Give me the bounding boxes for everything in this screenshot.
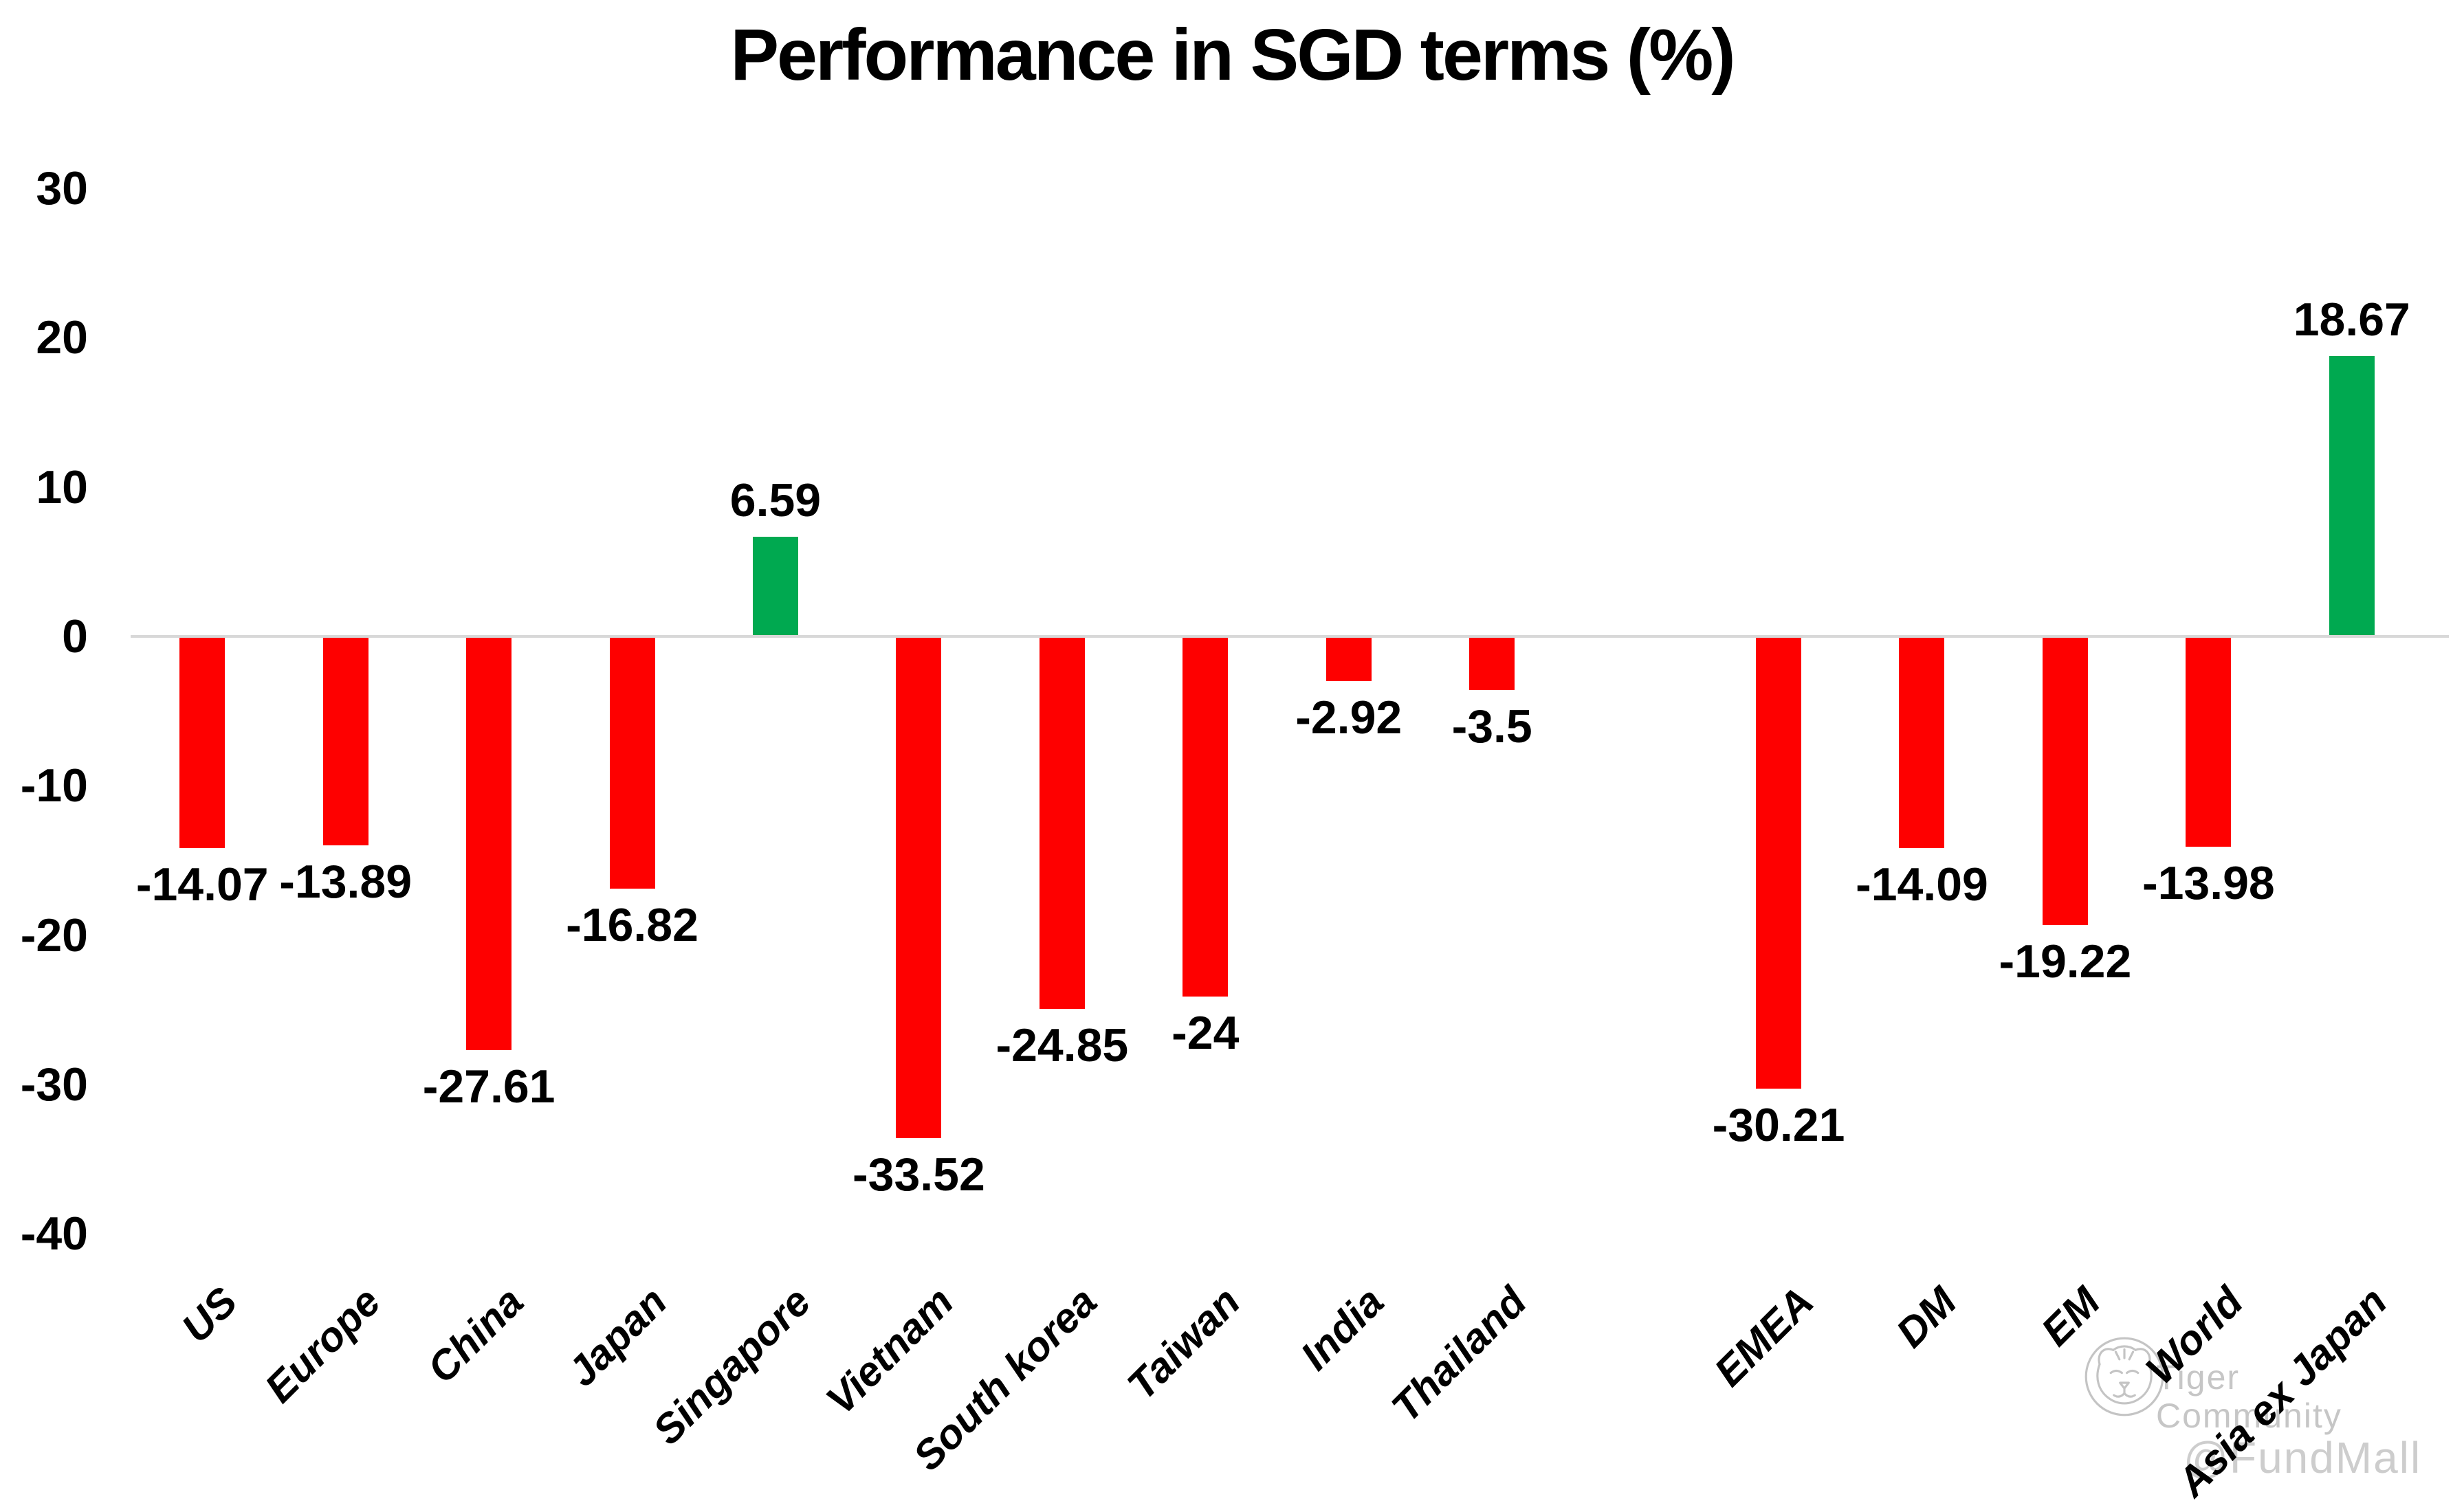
x-axis-label: Vietnam bbox=[817, 1278, 962, 1423]
bar-value-label: 6.59 bbox=[729, 474, 822, 526]
bar-value-label: -16.82 bbox=[566, 899, 698, 952]
y-tick-label: 20 bbox=[36, 311, 88, 364]
bar-value-label: -19.22 bbox=[1999, 935, 2132, 988]
bar bbox=[1899, 638, 1945, 849]
bar bbox=[1756, 638, 1802, 1089]
bar bbox=[896, 638, 942, 1139]
bar bbox=[2042, 638, 2088, 925]
x-axis-label: DM bbox=[1887, 1278, 1966, 1357]
watermark-handle: @FundMall bbox=[2184, 1433, 2422, 1482]
y-tick-label: -10 bbox=[20, 759, 88, 812]
bar bbox=[1182, 638, 1229, 997]
bar-value-label: -24.85 bbox=[996, 1019, 1129, 1071]
x-axis-label: India bbox=[1291, 1278, 1392, 1379]
bar bbox=[1326, 638, 1372, 682]
bar-value-label: -27.61 bbox=[422, 1060, 556, 1113]
x-axis-label: China bbox=[419, 1278, 533, 1392]
x-axis-label: Singapore bbox=[644, 1278, 820, 1454]
x-axis-label: Thailand bbox=[1383, 1278, 1536, 1431]
bar-value-label: -14.07 bbox=[135, 858, 269, 911]
bar-value-label: 18.67 bbox=[2293, 293, 2410, 346]
watermark-brand: Tiger Community bbox=[2156, 1358, 2342, 1435]
y-tick-label: -20 bbox=[20, 909, 88, 961]
x-axis-label: EMEA bbox=[1705, 1278, 1823, 1395]
y-tick-label: 30 bbox=[36, 162, 88, 215]
bar-value-label: -2.92 bbox=[1295, 691, 1402, 744]
x-axis-label: Europe bbox=[256, 1278, 389, 1412]
bar bbox=[179, 638, 226, 848]
bar-value-label: -24 bbox=[1172, 1006, 1240, 1059]
bar-value-label: -33.52 bbox=[852, 1148, 985, 1201]
tiger-logo-icon bbox=[2084, 1337, 2164, 1416]
y-tick-label: -40 bbox=[20, 1208, 88, 1260]
bar-value-label: -30.21 bbox=[1712, 1099, 1845, 1152]
zero-gridline bbox=[131, 635, 2449, 638]
bar-value-label: -14.09 bbox=[1856, 858, 1988, 911]
bar-value-label: -13.89 bbox=[279, 855, 412, 908]
bar bbox=[609, 638, 655, 889]
bar bbox=[2186, 638, 2232, 847]
x-axis-label: Japan bbox=[558, 1278, 676, 1395]
bar-value-label: -3.5 bbox=[1451, 700, 1532, 753]
y-tick-label: 0 bbox=[62, 610, 88, 663]
bar bbox=[1039, 638, 1085, 1009]
x-axis-label: US bbox=[173, 1278, 246, 1352]
chart-title: Performance in SGD terms (%) bbox=[730, 14, 1735, 96]
bar bbox=[1469, 638, 1515, 691]
bar bbox=[752, 536, 798, 635]
bar bbox=[466, 638, 512, 1050]
bar bbox=[2329, 356, 2375, 635]
bar-value-label: -13.98 bbox=[2142, 856, 2275, 909]
y-tick-label: 10 bbox=[36, 460, 88, 513]
y-tick-label: -30 bbox=[20, 1058, 88, 1111]
x-axis-label: Taiwan bbox=[1118, 1278, 1249, 1409]
bar bbox=[322, 638, 368, 845]
